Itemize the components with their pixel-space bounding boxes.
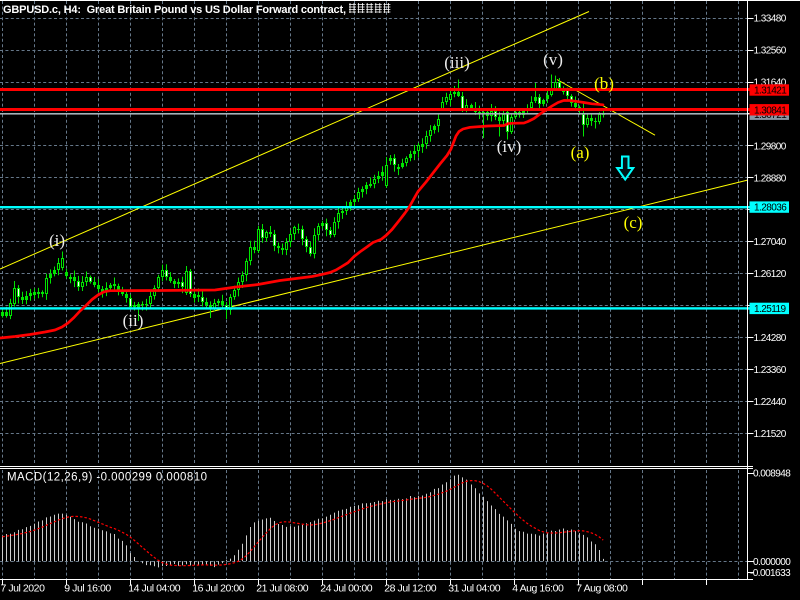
svg-text:1.26120: 1.26120	[754, 269, 787, 280]
svg-text:1.22440: 1.22440	[754, 397, 787, 408]
svg-text:1.28880: 1.28880	[754, 173, 787, 184]
svg-text:(iii): (iii)	[444, 53, 470, 72]
svg-text:(a): (a)	[571, 143, 590, 162]
svg-text:1.29800: 1.29800	[754, 141, 787, 152]
svg-text:(v): (v)	[543, 50, 563, 69]
svg-text:1.24280: 1.24280	[754, 333, 787, 344]
svg-text:9 Jul 16:00: 9 Jul 16:00	[64, 583, 111, 595]
svg-text:(iv): (iv)	[497, 137, 522, 156]
svg-text:1.25119: 1.25119	[754, 304, 787, 315]
svg-text:GBPUSD.c, H4: Great Britain P: GBPUSD.c, H4: Great Britain Pound vs US …	[3, 4, 346, 16]
svg-text:16 Jul 20:00: 16 Jul 20:00	[192, 583, 244, 595]
svg-text:28 Jul 12:00: 28 Jul 12:00	[384, 583, 436, 595]
svg-text:1.21520: 1.21520	[754, 429, 787, 440]
svg-text:7 Aug 08:00: 7 Aug 08:00	[576, 583, 628, 595]
svg-text:24 Jul 00:00: 24 Jul 00:00	[320, 583, 372, 595]
svg-text:14 Jul 04:00: 14 Jul 04:00	[128, 583, 180, 595]
svg-text:0.008948: 0.008948	[753, 469, 791, 480]
svg-text:0.000000: 0.000000	[753, 557, 791, 568]
svg-text:1.23360: 1.23360	[754, 365, 787, 376]
svg-text:1.33480: 1.33480	[754, 14, 787, 25]
svg-text:4 Aug 16:00: 4 Aug 16:00	[512, 583, 564, 595]
svg-text:-0.001633: -0.001633	[750, 568, 791, 579]
svg-text:(i): (i)	[49, 231, 65, 250]
svg-text:MACD(12,26,9) -0.000299 0.0008: MACD(12,26,9) -0.000299 0.000810	[7, 472, 207, 484]
svg-text:21 Jul 08:00: 21 Jul 08:00	[256, 583, 308, 595]
svg-text:(c): (c)	[624, 213, 643, 232]
svg-text:7 Jul 2020: 7 Jul 2020	[1, 583, 46, 595]
svg-text:1.27040: 1.27040	[754, 237, 787, 248]
svg-text:(ii): (ii)	[123, 311, 144, 330]
svg-text:1.31421: 1.31421	[754, 86, 787, 97]
svg-text:1.32560: 1.32560	[754, 46, 787, 57]
svg-text:1.30841: 1.30841	[754, 105, 787, 116]
svg-text:(b): (b)	[594, 74, 614, 93]
svg-text:31 Jul 04:00: 31 Jul 04:00	[448, 583, 500, 595]
svg-text:1.28036: 1.28036	[754, 203, 787, 214]
svg-text:1.31640: 1.31640	[754, 78, 787, 89]
